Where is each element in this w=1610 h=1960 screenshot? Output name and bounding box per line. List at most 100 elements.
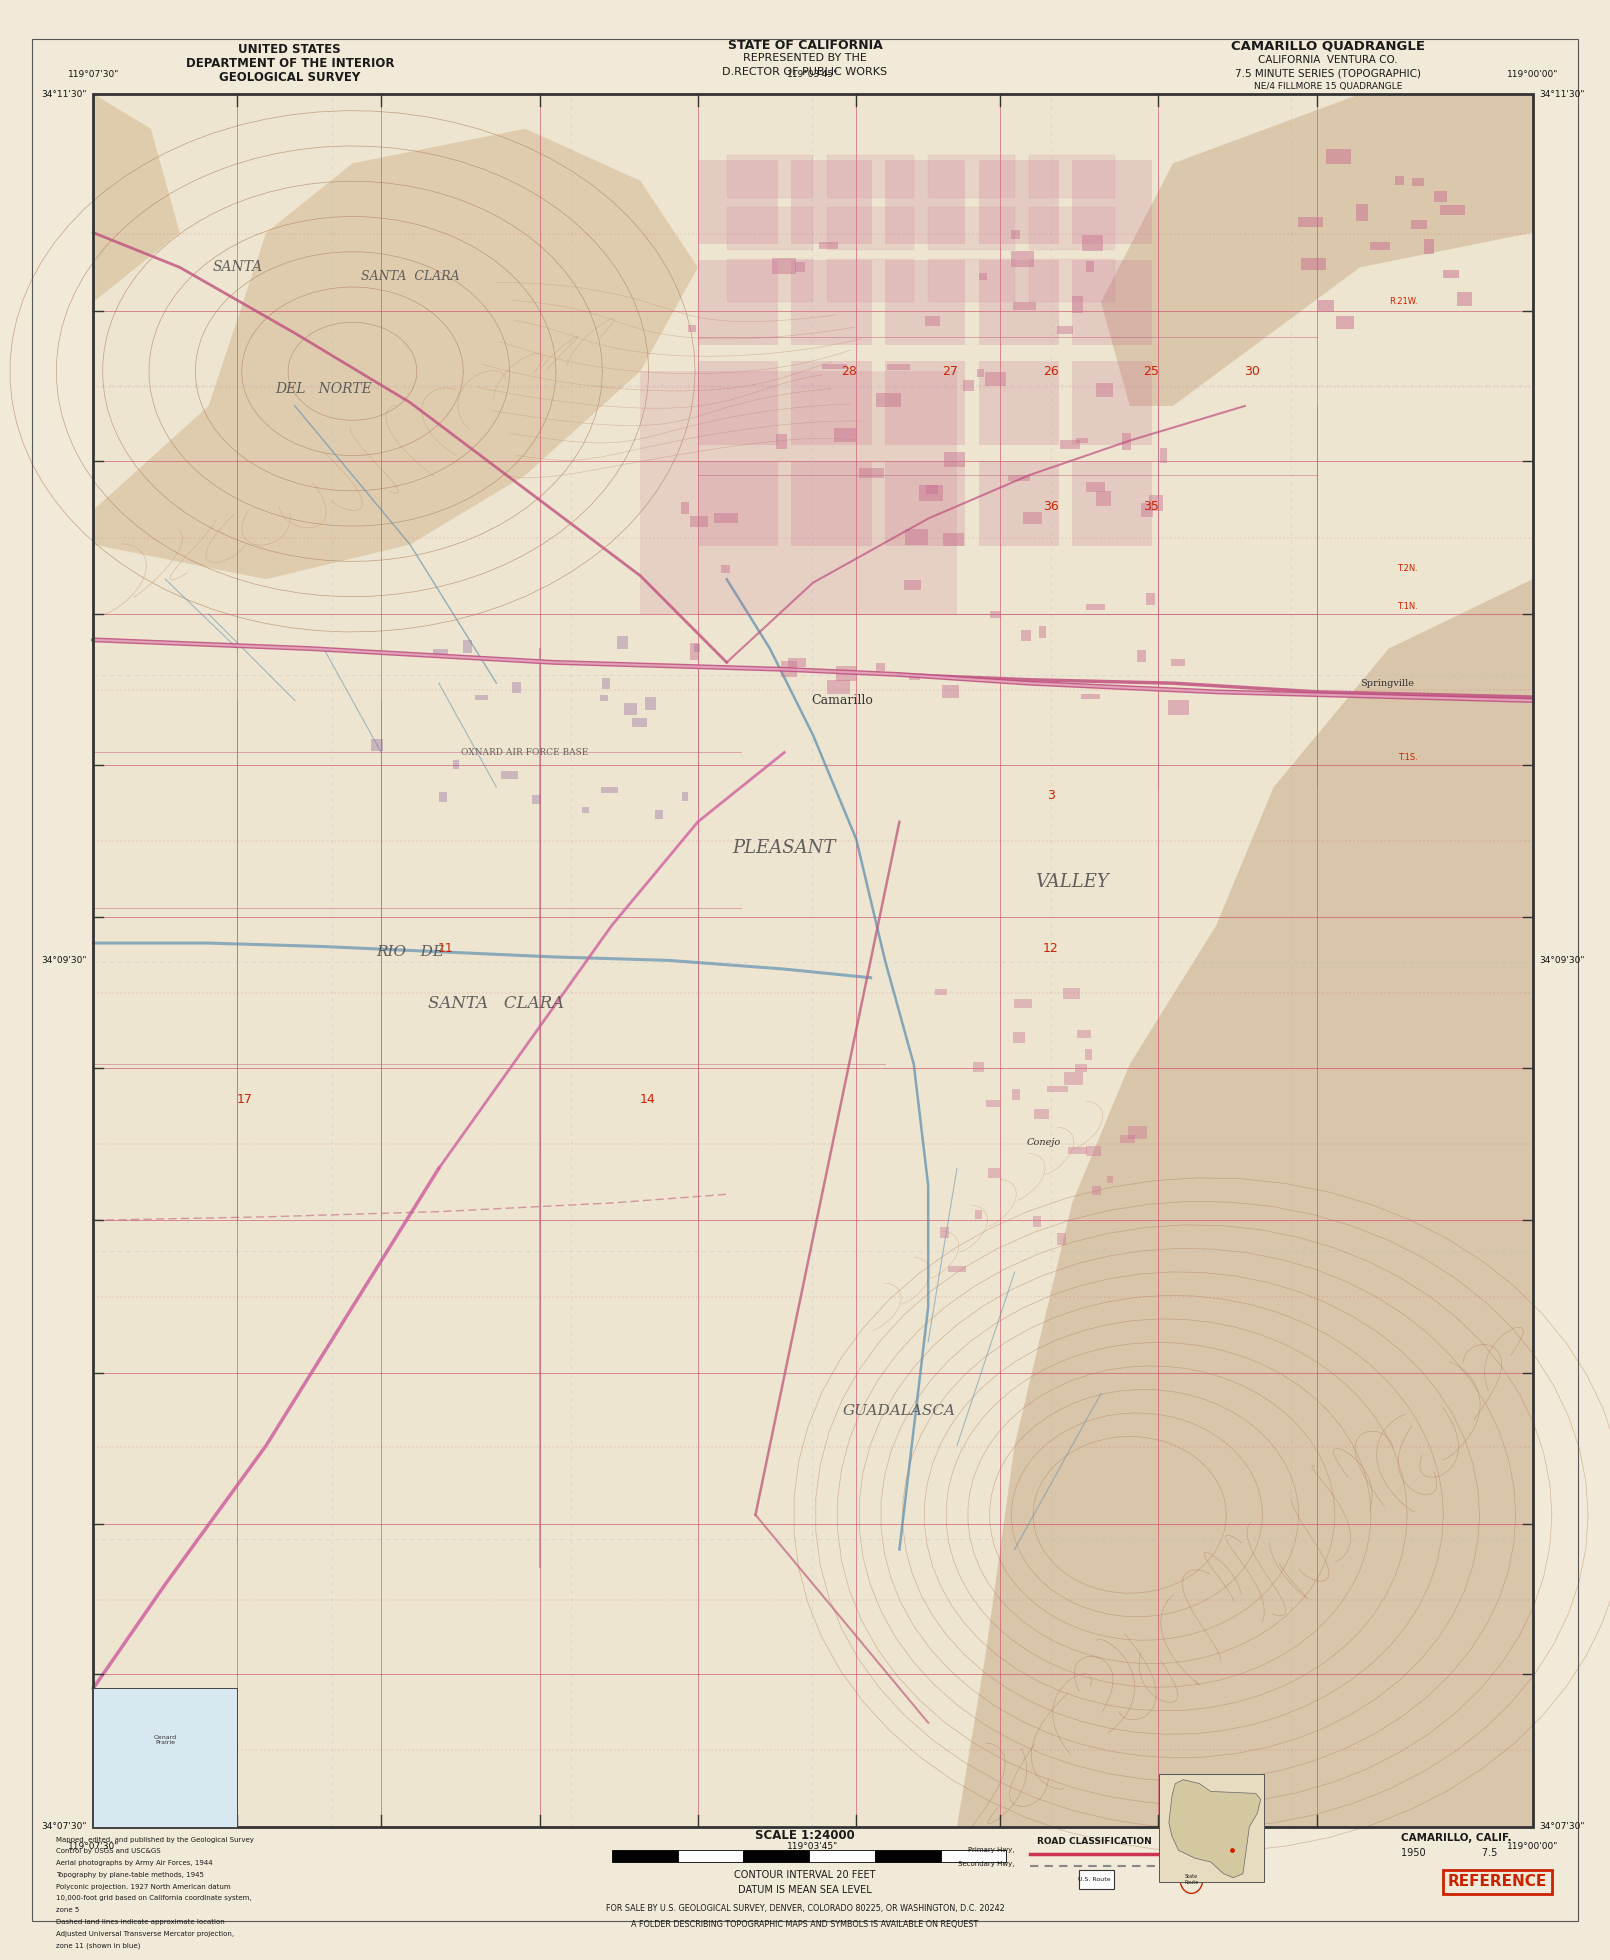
Bar xyxy=(1072,461,1151,545)
Text: DEL   NORTE: DEL NORTE xyxy=(275,382,372,396)
Bar xyxy=(823,365,847,368)
Text: 12: 12 xyxy=(1043,941,1058,955)
Bar xyxy=(715,514,737,523)
Text: CAMARILLO, CALIF.: CAMARILLO, CALIF. xyxy=(1401,1833,1512,1842)
Bar xyxy=(945,453,964,466)
Bar xyxy=(924,316,940,327)
Bar xyxy=(440,792,448,802)
Bar xyxy=(1092,1186,1101,1196)
Bar xyxy=(929,259,1014,302)
Bar xyxy=(828,206,914,251)
Text: 34°07'30": 34°07'30" xyxy=(42,1823,87,1831)
Text: 119°03'45": 119°03'45" xyxy=(787,1842,839,1850)
Text: CALIFORNIA  VENTURA CO.: CALIFORNIA VENTURA CO. xyxy=(1259,55,1397,65)
Bar xyxy=(1082,235,1103,251)
Text: SANTA   CLARA: SANTA CLARA xyxy=(428,996,565,1011)
Bar xyxy=(1356,204,1368,221)
Text: SCALE 1:24000: SCALE 1:24000 xyxy=(755,1829,855,1842)
Bar xyxy=(1029,155,1116,198)
Text: U.S. Route: U.S. Route xyxy=(1079,1878,1111,1882)
Bar xyxy=(808,1850,874,1862)
Text: GUADALASCA: GUADALASCA xyxy=(844,1403,956,1417)
Polygon shape xyxy=(1101,94,1533,406)
Bar xyxy=(905,529,927,545)
Text: R.21W.: R.21W. xyxy=(1389,298,1417,306)
Bar xyxy=(1096,382,1113,398)
Bar xyxy=(641,370,956,613)
Text: T.2N.: T.2N. xyxy=(1397,564,1417,574)
Bar xyxy=(836,666,857,680)
Bar xyxy=(501,770,518,780)
Bar xyxy=(512,682,520,694)
Text: CAMARILLO QUADRANGLE: CAMARILLO QUADRANGLE xyxy=(1232,39,1425,53)
Text: OXNARD AIR FORCE BASE: OXNARD AIR FORCE BASE xyxy=(462,749,589,757)
Bar xyxy=(1170,659,1185,666)
Text: SANTA: SANTA xyxy=(213,261,262,274)
Text: 119°00'00": 119°00'00" xyxy=(1507,1842,1558,1850)
Text: zone 5: zone 5 xyxy=(56,1907,79,1913)
Bar xyxy=(1021,631,1030,641)
Text: 34°09'30": 34°09'30" xyxy=(1539,956,1584,964)
Text: State
Route: State Route xyxy=(1185,1874,1198,1886)
Bar xyxy=(1013,1033,1026,1043)
Bar xyxy=(860,468,884,478)
Text: 26: 26 xyxy=(1043,365,1058,378)
Text: 119°07'30": 119°07'30" xyxy=(68,1842,119,1850)
Bar xyxy=(1319,300,1333,312)
Bar xyxy=(792,261,871,343)
Bar xyxy=(687,325,696,331)
Bar xyxy=(93,94,1533,1827)
Bar xyxy=(678,1850,744,1862)
Bar xyxy=(985,372,1006,386)
Bar xyxy=(93,94,1533,1827)
Text: REFERENCE: REFERENCE xyxy=(1447,1874,1547,1889)
Bar xyxy=(792,461,871,545)
Text: 25: 25 xyxy=(1143,365,1159,378)
Bar xyxy=(874,1850,940,1862)
Text: Polyconic projection. 1927 North American datum: Polyconic projection. 1927 North America… xyxy=(56,1884,230,1889)
Polygon shape xyxy=(93,129,697,580)
Text: Camarillo: Camarillo xyxy=(811,694,873,708)
Bar xyxy=(475,694,488,700)
Bar xyxy=(876,662,886,670)
Bar xyxy=(781,661,797,678)
Bar xyxy=(691,515,708,527)
Polygon shape xyxy=(1169,1780,1261,1878)
Bar xyxy=(1079,1870,1114,1889)
Bar xyxy=(691,643,699,661)
Text: Springville: Springville xyxy=(1360,678,1414,688)
Bar xyxy=(1014,1000,1032,1007)
Bar xyxy=(1412,178,1423,186)
Bar xyxy=(989,1168,1000,1178)
Bar xyxy=(1159,1774,1264,1882)
Text: 27: 27 xyxy=(942,365,958,378)
Bar xyxy=(886,161,964,243)
Bar xyxy=(1008,476,1030,480)
Text: 30: 30 xyxy=(1245,365,1261,378)
Bar xyxy=(974,1209,982,1219)
Bar xyxy=(1137,651,1146,662)
Bar xyxy=(828,155,914,198)
Bar xyxy=(1457,292,1472,306)
Bar xyxy=(1072,161,1151,243)
Bar xyxy=(697,261,778,343)
Bar xyxy=(979,161,1058,243)
Text: 34°11'30": 34°11'30" xyxy=(1539,90,1584,98)
Bar xyxy=(646,696,657,710)
Text: Control by USGS and USC&GS: Control by USGS and USC&GS xyxy=(56,1848,161,1854)
Bar xyxy=(631,717,647,727)
Text: Secondary Hwy,: Secondary Hwy, xyxy=(958,1860,1014,1868)
Text: 11: 11 xyxy=(438,941,454,955)
Text: 36: 36 xyxy=(1043,500,1058,514)
Bar xyxy=(1169,700,1190,715)
Bar xyxy=(940,1227,950,1239)
Text: D.RECTOR OF PUBLIC WORKS: D.RECTOR OF PUBLIC WORKS xyxy=(723,67,887,76)
Bar xyxy=(1069,1147,1087,1154)
Bar xyxy=(1146,592,1156,606)
Bar xyxy=(1085,261,1095,272)
Bar xyxy=(617,637,628,649)
Bar xyxy=(1150,496,1164,512)
Bar xyxy=(655,809,663,819)
Bar xyxy=(1072,261,1151,343)
Bar xyxy=(771,259,797,274)
